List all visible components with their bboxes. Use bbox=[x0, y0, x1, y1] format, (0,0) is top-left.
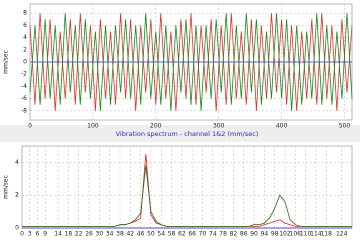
x-tick-label: 98 bbox=[271, 231, 279, 238]
x-tick-label: 86 bbox=[240, 231, 248, 238]
x-tick-label: 70 bbox=[199, 231, 207, 238]
x-tick-label: 82 bbox=[230, 231, 238, 238]
separator bbox=[0, 125, 360, 142]
x-tick-label: 30 bbox=[96, 231, 104, 238]
y-tick-label: 4 bbox=[23, 34, 27, 41]
x-tick-label: 42 bbox=[126, 231, 134, 238]
x-tick-label: 18 bbox=[65, 231, 73, 238]
x-tick-label: 400 bbox=[276, 123, 288, 130]
x-tick-label: 200 bbox=[150, 123, 162, 130]
x-tick-label: 90 bbox=[250, 231, 258, 238]
x-tick-label: 14 bbox=[54, 231, 62, 238]
x-tick-label: 9 bbox=[43, 231, 47, 238]
y-tick-label: 0 bbox=[15, 225, 19, 232]
x-tick-label: 38 bbox=[116, 231, 124, 238]
x-tick-label: 34 bbox=[106, 231, 114, 238]
x-tick-label: 62 bbox=[178, 231, 186, 238]
x-tick-label: 3 bbox=[28, 231, 32, 238]
series-line bbox=[29, 13, 353, 111]
chart-title: Vibration spectrum - channel 1&2 (mm/sec… bbox=[116, 130, 259, 138]
x-tick-label: 124 bbox=[336, 231, 348, 238]
y-tick-label: -4 bbox=[21, 83, 27, 90]
x-tick-label: 50 bbox=[147, 231, 155, 238]
x-tick-label: 54 bbox=[157, 231, 165, 238]
x-tick-label: 0 bbox=[28, 123, 32, 130]
x-tick-label: 118 bbox=[320, 231, 332, 238]
y-tick-label: 2 bbox=[23, 46, 27, 53]
y-axis-label: mm/sec bbox=[3, 50, 10, 74]
y-tick-label: -2 bbox=[21, 71, 27, 78]
x-tick-label: 6 bbox=[36, 231, 40, 238]
y-axis-label: mm/sec bbox=[3, 175, 10, 199]
y-tick-label: 6 bbox=[23, 22, 27, 29]
x-tick-label: 106 bbox=[290, 231, 302, 238]
series-line bbox=[29, 13, 353, 111]
x-tick-label: 58 bbox=[168, 231, 176, 238]
x-tick-label: 46 bbox=[137, 231, 145, 238]
x-tick-label: 100 bbox=[87, 123, 99, 130]
x-tick-label: 94 bbox=[261, 231, 269, 238]
y-tick-label: -8 bbox=[21, 107, 27, 114]
x-tick-label: 78 bbox=[219, 231, 227, 238]
x-tick-label: 300 bbox=[213, 123, 225, 130]
y-tick-label: 2 bbox=[15, 192, 19, 199]
x-tick-label: 102 bbox=[279, 231, 291, 238]
x-tick-label: 110 bbox=[300, 231, 312, 238]
x-tick-label: 0 bbox=[20, 231, 24, 238]
plot-area bbox=[21, 145, 353, 229]
x-tick-label: 74 bbox=[209, 231, 217, 238]
y-tick-label: 8 bbox=[23, 10, 27, 17]
y-tick-label: 0 bbox=[23, 59, 27, 66]
y-tick-label: -6 bbox=[21, 95, 27, 102]
x-tick-label: 114 bbox=[310, 231, 322, 238]
x-tick-label: 26 bbox=[85, 231, 93, 238]
x-tick-label: 22 bbox=[75, 231, 83, 238]
x-tick-label: 500 bbox=[339, 123, 351, 130]
series-line bbox=[22, 165, 352, 227]
x-tick-label: 66 bbox=[188, 231, 196, 238]
y-tick-label: 4 bbox=[15, 159, 19, 166]
